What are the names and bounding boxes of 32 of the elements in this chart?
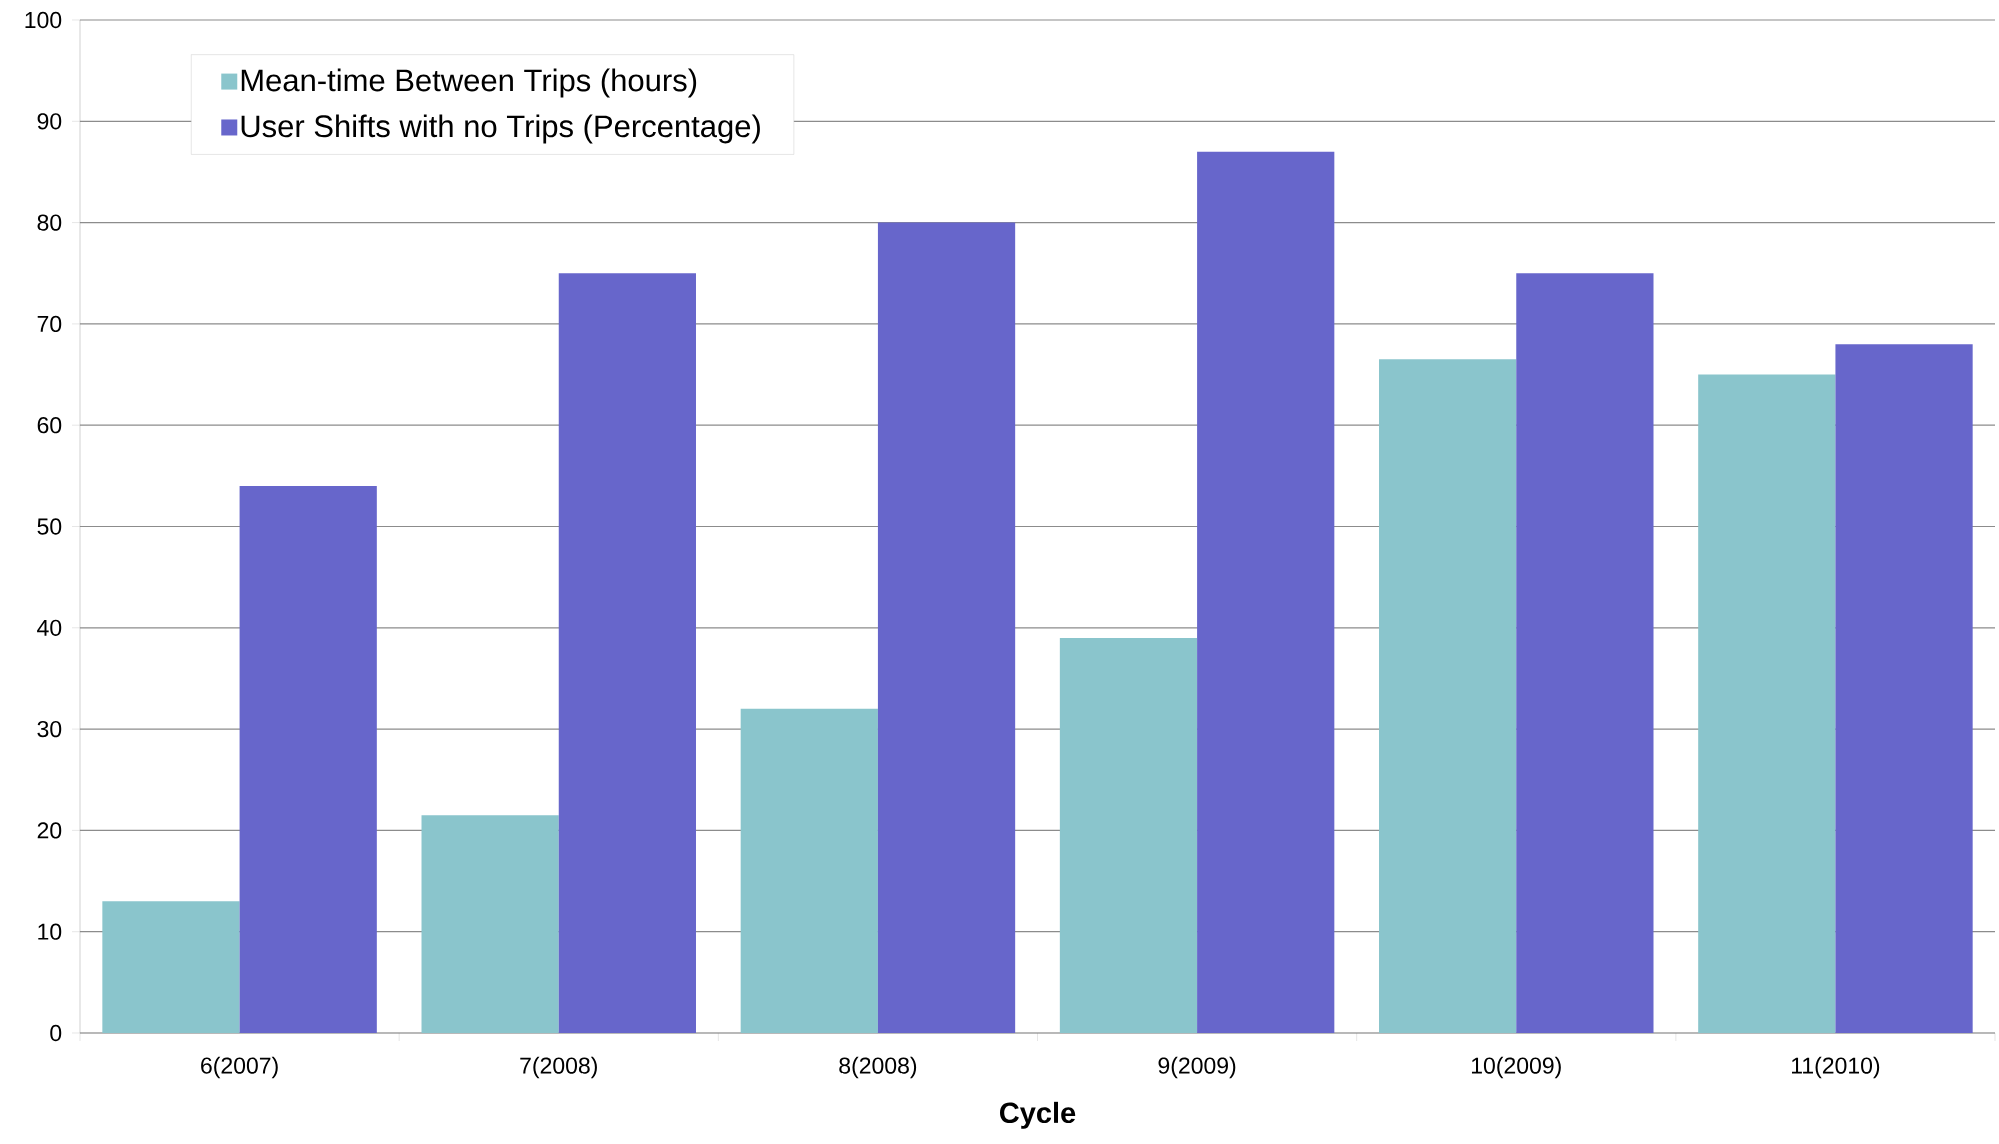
bar xyxy=(740,708,878,1033)
y-tick-label: 90 xyxy=(37,113,62,130)
bar xyxy=(1379,359,1517,1033)
x-tick-label: 6(2007) xyxy=(201,1056,278,1079)
bar xyxy=(1835,344,1973,1033)
legend-label: User Shifts with no Trips (Percentage) xyxy=(241,114,760,144)
bar xyxy=(877,222,1016,1033)
x-tick-label: 10(2009) xyxy=(1471,1056,1561,1079)
legend-label: Mean-time Between Trips (hours) xyxy=(241,68,697,98)
x-tick-label: 7(2008) xyxy=(520,1056,597,1079)
bar xyxy=(239,485,377,1033)
y-tick-label: 40 xyxy=(37,619,62,636)
y-tick-label: 0 xyxy=(50,1024,62,1042)
bar xyxy=(1516,273,1654,1033)
x-tick-label: 11(2010) xyxy=(1792,1056,1880,1079)
bar xyxy=(102,901,240,1033)
y-tick-label: 70 xyxy=(37,315,62,333)
y-tick-label: 20 xyxy=(37,822,62,839)
bar xyxy=(558,273,696,1033)
y-tick-label: 60 xyxy=(37,417,62,434)
x-tick-label: 8(2008) xyxy=(839,1056,917,1079)
bar xyxy=(1197,151,1335,1033)
y-tick-label: 10 xyxy=(38,923,62,940)
x-tick-label: 9(2009) xyxy=(1158,1056,1236,1079)
y-tick-label: 50 xyxy=(37,518,62,535)
bar xyxy=(421,815,559,1033)
x-axis-title: Cycle xyxy=(1000,1101,1076,1129)
bar xyxy=(1698,374,1836,1033)
y-tick-label: 80 xyxy=(37,214,62,231)
bar xyxy=(1059,637,1198,1033)
y-tick-label: 100 xyxy=(25,11,62,29)
y-tick-label: 30 xyxy=(37,720,62,738)
